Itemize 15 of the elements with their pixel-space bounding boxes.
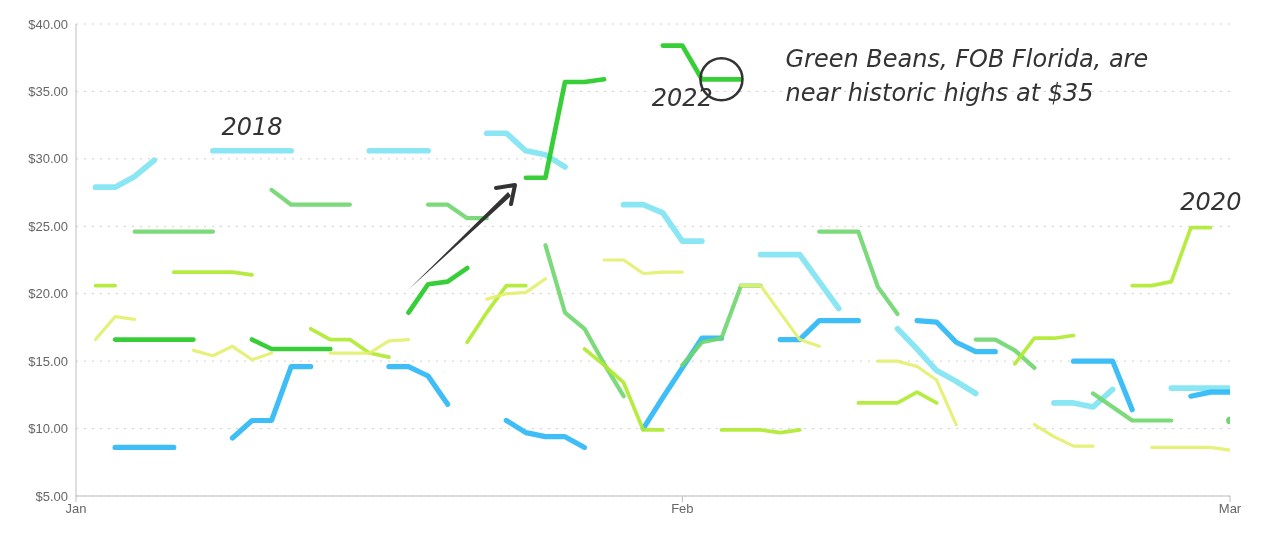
y-tick-label: $30.00 [28,151,68,167]
x-tick-label: Jan [65,501,87,517]
annotation: Green Beans, FOB Florida, are near historic highs at $35 [785,45,1149,108]
y-tick-label: $40.00 [28,16,68,32]
y-tick-label: $10.00 [28,421,68,437]
y-tick-label: $20.00 [28,286,68,302]
y-tick-label: $5.00 [35,488,68,504]
series-label: 2022 [651,83,713,112]
y-tick-label: $25.00 [28,218,68,234]
y-tick-label: $35.00 [28,84,68,100]
x-tick-label: Mar [1218,501,1242,517]
series-label: 2018 [221,112,283,141]
x-tick-label: Feb [671,501,694,517]
y-tick-label: $15.00 [28,353,68,369]
series-label: 2020 [1180,187,1242,216]
